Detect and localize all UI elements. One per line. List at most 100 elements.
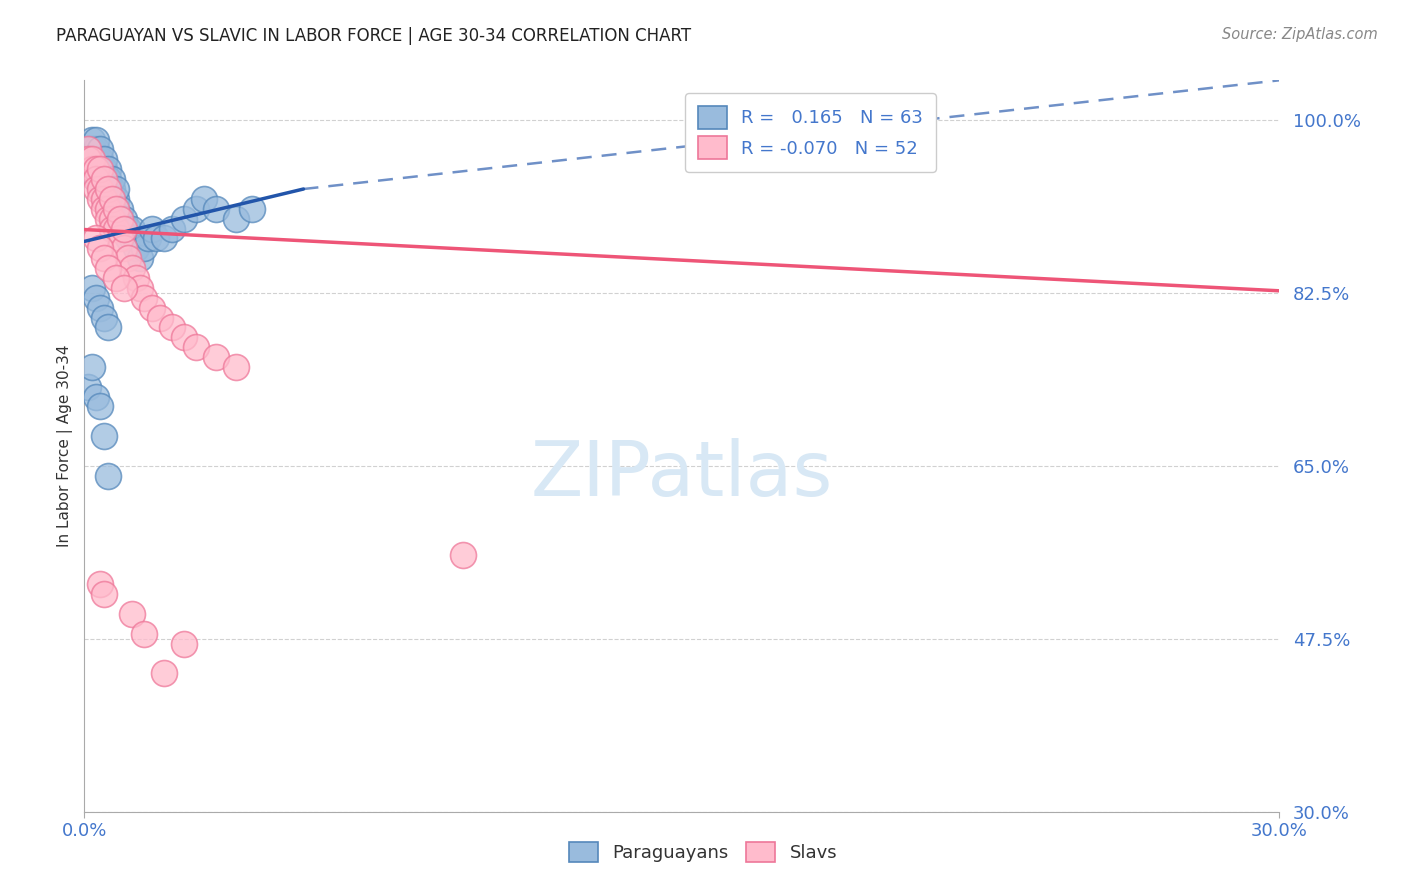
Text: Source: ZipAtlas.com: Source: ZipAtlas.com bbox=[1222, 27, 1378, 42]
Point bbox=[97, 211, 120, 226]
Point bbox=[184, 202, 207, 216]
Point bbox=[105, 192, 128, 206]
Point bbox=[93, 153, 115, 167]
Point bbox=[82, 162, 104, 177]
Point bbox=[97, 182, 120, 196]
Text: ZIPatlas: ZIPatlas bbox=[530, 438, 834, 512]
Point bbox=[86, 172, 108, 186]
Point bbox=[105, 271, 128, 285]
Point bbox=[93, 587, 115, 601]
Point bbox=[93, 429, 115, 443]
Point bbox=[125, 271, 148, 285]
Point bbox=[451, 548, 474, 562]
Point bbox=[82, 153, 104, 167]
Point bbox=[225, 359, 247, 374]
Point bbox=[86, 172, 108, 186]
Point bbox=[110, 202, 132, 216]
Point bbox=[77, 143, 100, 157]
Point bbox=[77, 380, 100, 394]
Point bbox=[93, 202, 115, 216]
Point bbox=[105, 202, 128, 216]
Point bbox=[93, 310, 115, 325]
Point bbox=[121, 231, 143, 245]
Point bbox=[77, 143, 100, 157]
Point bbox=[101, 172, 124, 186]
Point bbox=[110, 211, 132, 226]
Point bbox=[86, 231, 108, 245]
Point bbox=[77, 162, 100, 177]
Point bbox=[101, 192, 124, 206]
Point bbox=[125, 241, 148, 255]
Point bbox=[89, 301, 111, 315]
Point bbox=[117, 251, 139, 265]
Point bbox=[97, 192, 120, 206]
Point bbox=[97, 172, 120, 186]
Legend: Paraguayans, Slavs: Paraguayans, Slavs bbox=[561, 834, 845, 870]
Point bbox=[97, 202, 120, 216]
Point bbox=[89, 172, 111, 186]
Point bbox=[101, 182, 124, 196]
Point bbox=[101, 211, 124, 226]
Legend: R =   0.165   N = 63, R = -0.070   N = 52: R = 0.165 N = 63, R = -0.070 N = 52 bbox=[685, 93, 936, 172]
Point bbox=[93, 162, 115, 177]
Point bbox=[89, 143, 111, 157]
Point bbox=[121, 607, 143, 621]
Point bbox=[160, 221, 183, 235]
Point bbox=[93, 172, 115, 186]
Point bbox=[105, 182, 128, 196]
Point bbox=[112, 211, 135, 226]
Point bbox=[93, 192, 115, 206]
Point bbox=[141, 301, 163, 315]
Point bbox=[89, 241, 111, 255]
Point bbox=[89, 153, 111, 167]
Point bbox=[141, 221, 163, 235]
Point bbox=[97, 162, 120, 177]
Point bbox=[82, 153, 104, 167]
Point bbox=[105, 221, 128, 235]
Point bbox=[89, 182, 111, 196]
Point bbox=[86, 162, 108, 177]
Point bbox=[82, 143, 104, 157]
Point bbox=[149, 310, 172, 325]
Point bbox=[82, 359, 104, 374]
Point bbox=[86, 390, 108, 404]
Y-axis label: In Labor Force | Age 30-34: In Labor Force | Age 30-34 bbox=[58, 344, 73, 548]
Point bbox=[105, 202, 128, 216]
Point bbox=[82, 132, 104, 146]
Text: PARAGUAYAN VS SLAVIC IN LABOR FORCE | AGE 30-34 CORRELATION CHART: PARAGUAYAN VS SLAVIC IN LABOR FORCE | AG… bbox=[56, 27, 692, 45]
Point bbox=[82, 162, 104, 177]
Point bbox=[86, 143, 108, 157]
Point bbox=[121, 261, 143, 276]
Point bbox=[93, 251, 115, 265]
Point bbox=[205, 350, 228, 364]
Point bbox=[240, 202, 263, 216]
Point bbox=[112, 221, 135, 235]
Point bbox=[82, 281, 104, 295]
Point bbox=[110, 231, 132, 245]
Point bbox=[121, 221, 143, 235]
Point bbox=[790, 112, 813, 127]
Point bbox=[101, 192, 124, 206]
Point bbox=[97, 261, 120, 276]
Point bbox=[77, 153, 100, 167]
Point bbox=[132, 291, 156, 305]
Point bbox=[129, 281, 152, 295]
Point bbox=[160, 320, 183, 334]
Point bbox=[132, 627, 156, 641]
Point bbox=[86, 153, 108, 167]
Point bbox=[86, 162, 108, 177]
Point bbox=[173, 637, 195, 651]
Point bbox=[184, 340, 207, 354]
Point bbox=[89, 162, 111, 177]
Point bbox=[97, 468, 120, 483]
Point bbox=[193, 192, 215, 206]
Point bbox=[86, 182, 108, 196]
Point bbox=[101, 221, 124, 235]
Point bbox=[93, 182, 115, 196]
Point bbox=[173, 211, 195, 226]
Point bbox=[112, 281, 135, 295]
Point bbox=[145, 231, 167, 245]
Point bbox=[132, 241, 156, 255]
Point bbox=[97, 320, 120, 334]
Point bbox=[86, 132, 108, 146]
